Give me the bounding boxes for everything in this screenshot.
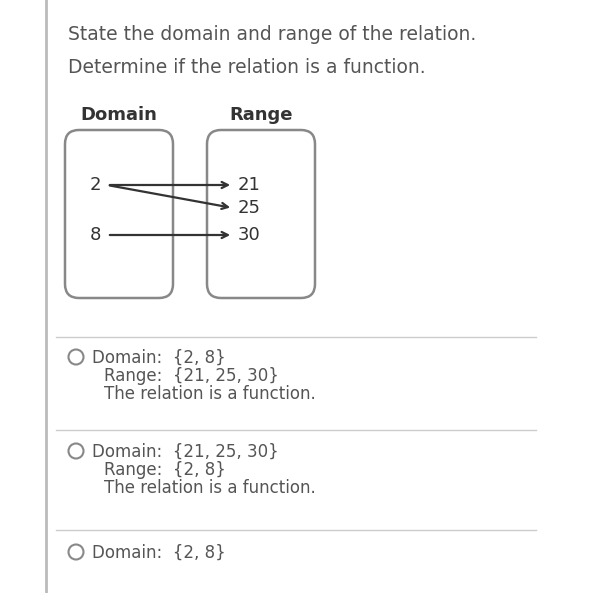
FancyBboxPatch shape (207, 130, 315, 298)
Text: 8: 8 (89, 226, 101, 244)
Text: 2: 2 (89, 176, 101, 194)
Circle shape (69, 544, 83, 560)
FancyBboxPatch shape (65, 130, 173, 298)
Text: Domain:  {2, 8}: Domain: {2, 8} (92, 544, 226, 562)
Text: Range:  {2, 8}: Range: {2, 8} (104, 461, 226, 479)
Text: State the domain and range of the relation.: State the domain and range of the relati… (68, 25, 476, 44)
Text: 25: 25 (237, 199, 260, 217)
Text: 30: 30 (237, 226, 260, 244)
Text: Domain:  {2, 8}: Domain: {2, 8} (92, 349, 226, 367)
Text: 21: 21 (237, 176, 260, 194)
Text: Domain: Domain (81, 106, 157, 124)
Text: Domain:  {21, 25, 30}: Domain: {21, 25, 30} (92, 443, 279, 461)
Text: Determine if the relation is a function.: Determine if the relation is a function. (68, 58, 426, 77)
Text: The relation is a function.: The relation is a function. (104, 385, 316, 403)
Text: Range: Range (229, 106, 293, 124)
Circle shape (69, 349, 83, 365)
Circle shape (69, 444, 83, 458)
Text: The relation is a function.: The relation is a function. (104, 479, 316, 497)
Text: Range:  {21, 25, 30}: Range: {21, 25, 30} (104, 367, 279, 385)
